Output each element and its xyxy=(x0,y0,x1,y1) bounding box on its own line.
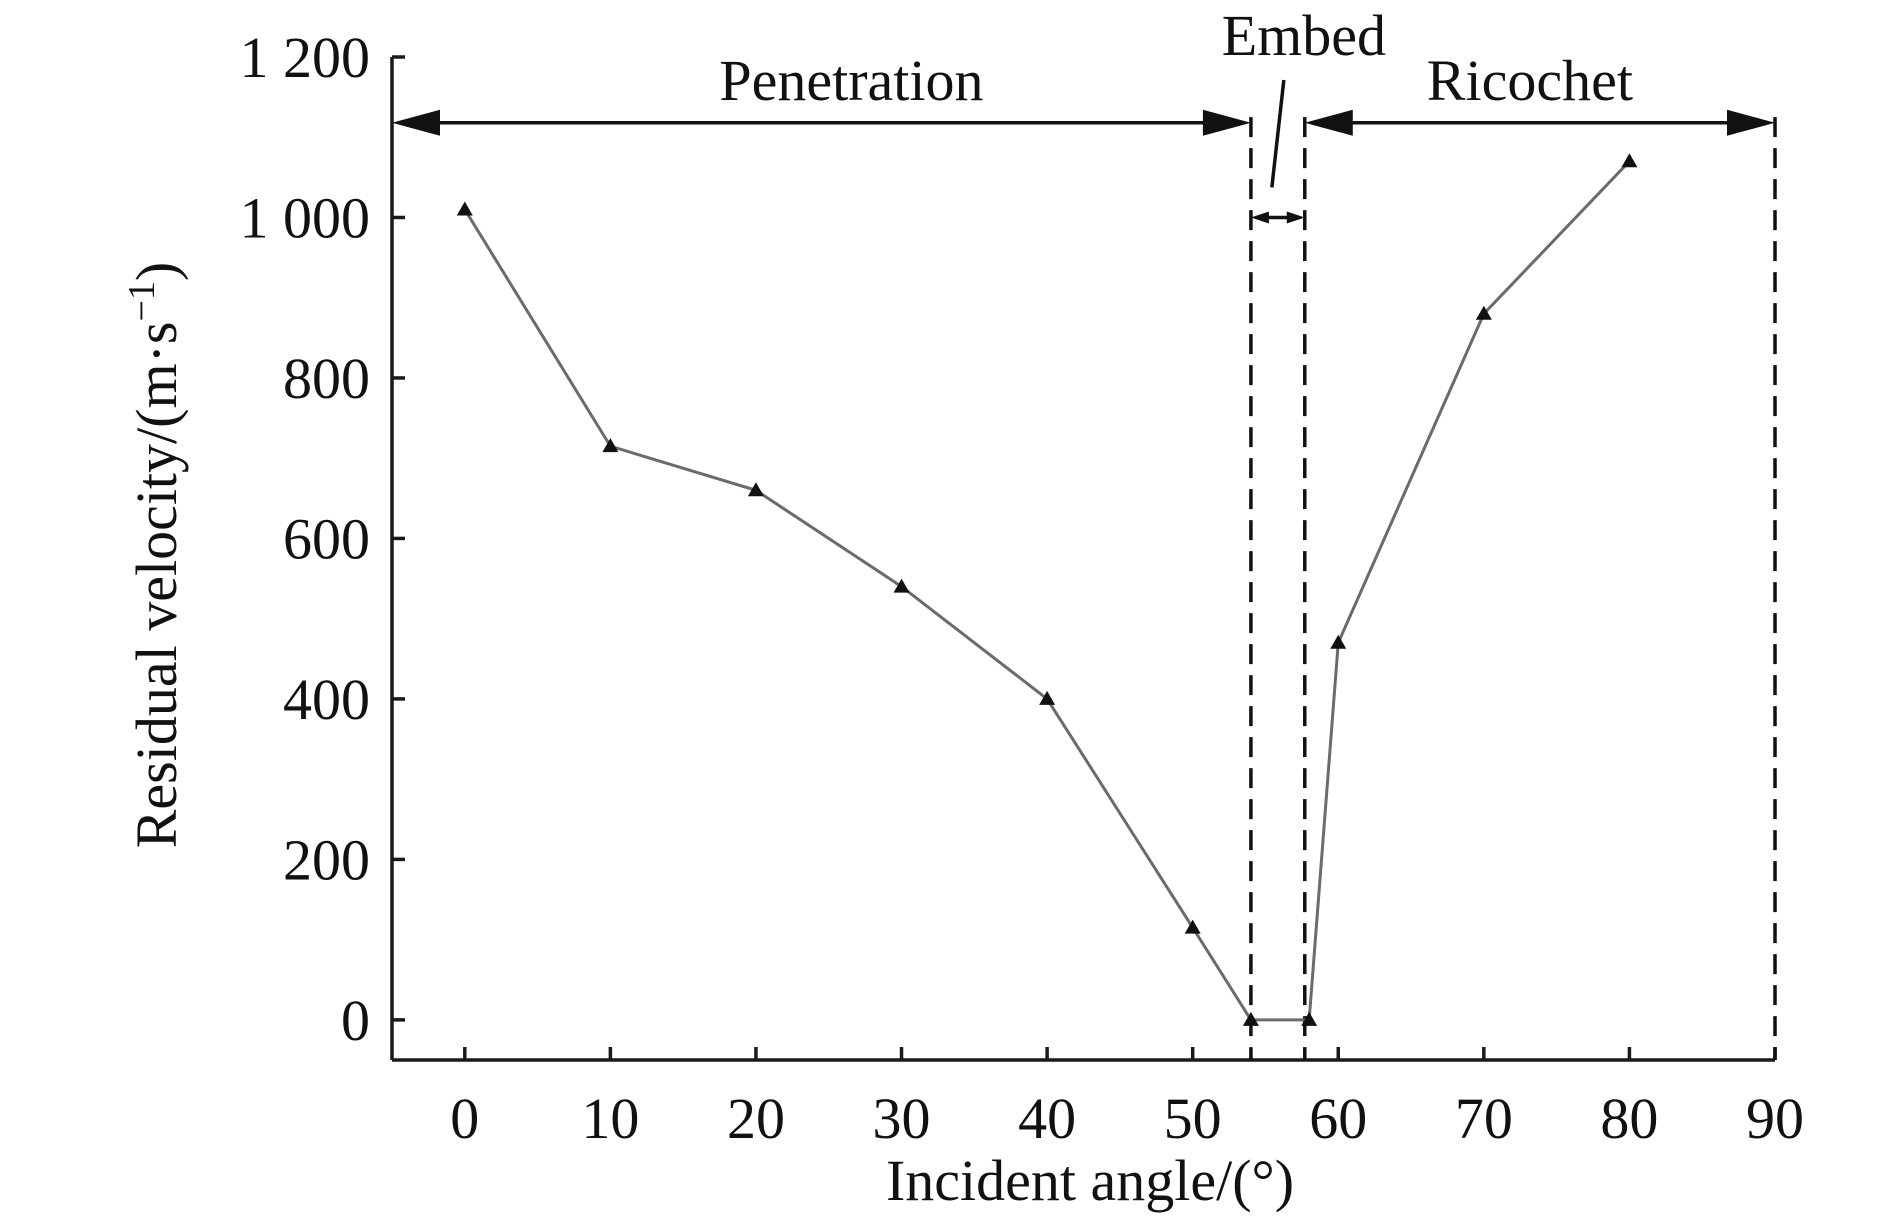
y-axis-title-superscript: −1 xyxy=(121,281,163,321)
ricochet-label: Ricochet xyxy=(1427,48,1633,113)
x-tick-label: 40 xyxy=(1018,1086,1076,1151)
data-point-marker xyxy=(456,201,473,216)
y-tick-label: 600 xyxy=(283,506,370,571)
y-tick-label: 800 xyxy=(283,346,370,411)
embed-label: Embed xyxy=(1222,3,1386,68)
data-point-marker xyxy=(1330,634,1347,649)
x-axis-title: Incident angle/(°) xyxy=(886,1148,1294,1213)
y-tick-label: 200 xyxy=(283,827,370,892)
embed-arrowhead-left xyxy=(1250,211,1269,224)
data-point-marker xyxy=(1184,919,1201,934)
x-tick-label: 60 xyxy=(1309,1086,1367,1151)
data-point-marker xyxy=(1301,1011,1318,1026)
y-axis-title-close: ) xyxy=(124,262,189,281)
data-point-marker xyxy=(1621,153,1638,168)
y-axis-title: Residual velocity/(m·s−1) xyxy=(121,262,189,849)
data-point-marker xyxy=(602,438,619,453)
data-series-line xyxy=(463,160,1631,1022)
y-tick-label: 0 xyxy=(341,988,370,1053)
axis-ticks: 0 10 20 30 40 50 60 70 80 90 0 200 400 600 800 1 000 1 2… xyxy=(240,25,1805,1151)
penetration-arrowhead-left xyxy=(392,109,440,136)
embed-arrowhead-right xyxy=(1286,211,1305,224)
ricochet-arrowhead-right xyxy=(1727,109,1775,136)
x-tick-label: 50 xyxy=(1164,1086,1222,1151)
y-axis-title-main: Residual velocity/(m·s xyxy=(124,322,189,849)
x-tick-label: 20 xyxy=(727,1086,785,1151)
penetration-label: Penetration xyxy=(719,48,983,113)
ricochet-arrowhead-left xyxy=(1304,109,1353,136)
x-tick-label: 90 xyxy=(1746,1086,1804,1151)
region-annotations: Penetration Ricochet Embed xyxy=(392,3,1777,1060)
y-tick-label: 400 xyxy=(283,667,370,732)
data-point-marker xyxy=(1242,1011,1259,1026)
axes xyxy=(390,57,1775,1062)
x-tick-label: 0 xyxy=(450,1086,479,1151)
y-tick-label: 1 000 xyxy=(240,185,371,250)
y-tick-label: 1 200 xyxy=(240,25,371,90)
x-tick-label: 10 xyxy=(581,1086,639,1151)
plot-area xyxy=(456,153,1638,1026)
data-point-marker xyxy=(1475,305,1492,320)
data-point-marker xyxy=(747,482,764,497)
data-point-marker xyxy=(1039,690,1056,705)
embed-leader-line xyxy=(1270,79,1286,188)
x-tick-label: 80 xyxy=(1600,1086,1658,1151)
x-tick-label: 30 xyxy=(873,1086,931,1151)
penetration-arrowhead-right xyxy=(1202,109,1251,136)
data-point-marker xyxy=(893,578,910,593)
x-tick-label: 70 xyxy=(1455,1086,1513,1151)
